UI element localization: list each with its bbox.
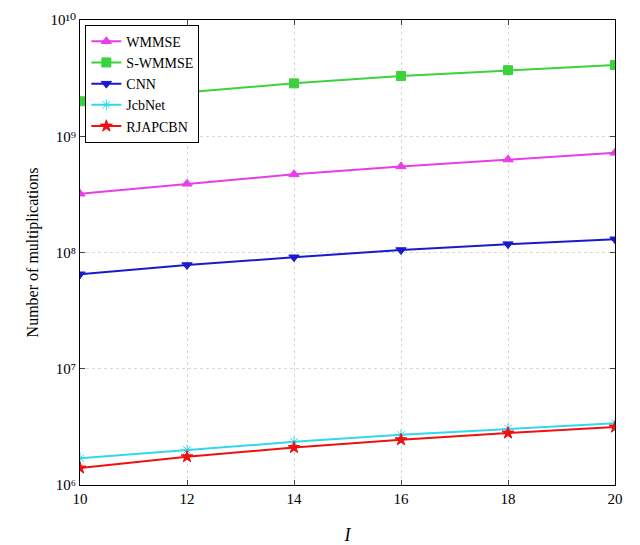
- svg-text:I: I: [344, 525, 352, 545]
- svg-text:20: 20: [608, 491, 623, 507]
- svg-text:18: 18: [501, 491, 516, 507]
- svg-text:10⁷: 10⁷: [56, 361, 76, 377]
- svg-text:CNN: CNN: [126, 77, 156, 92]
- svg-text:RJAPCBN: RJAPCBN: [126, 120, 187, 135]
- svg-text:JcbNet: JcbNet: [126, 98, 165, 113]
- svg-text:16: 16: [394, 491, 410, 507]
- svg-text:WMMSE: WMMSE: [126, 35, 180, 50]
- svg-text:14: 14: [287, 491, 303, 507]
- svg-text:10⁹: 10⁹: [56, 129, 76, 145]
- svg-text:S-WMMSE: S-WMMSE: [126, 56, 193, 71]
- svg-text:10¹⁰: 10¹⁰: [50, 12, 76, 28]
- svg-text:10: 10: [73, 491, 88, 507]
- svg-text:Number of multiplications: Number of multiplications: [24, 168, 42, 338]
- svg-text:10⁶: 10⁶: [56, 477, 76, 493]
- svg-text:10⁸: 10⁸: [56, 245, 76, 261]
- svg-text:12: 12: [180, 491, 195, 507]
